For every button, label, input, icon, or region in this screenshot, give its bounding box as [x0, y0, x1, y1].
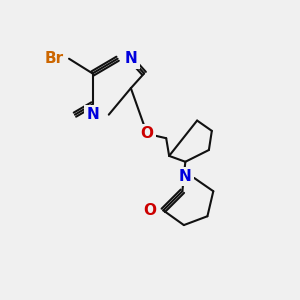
Text: Br: Br: [45, 51, 64, 66]
Text: N: N: [124, 51, 137, 66]
Text: N: N: [179, 169, 192, 184]
Text: N: N: [86, 107, 99, 122]
Text: O: O: [143, 203, 157, 218]
Text: O: O: [141, 126, 154, 141]
